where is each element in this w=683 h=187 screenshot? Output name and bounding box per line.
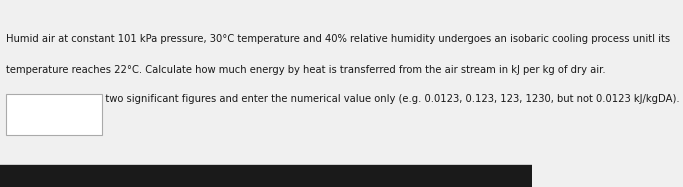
Text: Give you answer to two significant figures and enter the numerical value only (e: Give you answer to two significant figur… (6, 94, 680, 103)
Bar (0, 164, 532, 165)
Bar (0, 165, 532, 187)
FancyBboxPatch shape (6, 94, 102, 135)
Text: temperature reaches 22°C. Calculate how much energy by heat is transferred from : temperature reaches 22°C. Calculate how … (6, 65, 606, 75)
Text: Humid air at constant 101 kPa pressure, 30°C temperature and 40% relative humidi: Humid air at constant 101 kPa pressure, … (6, 34, 671, 44)
